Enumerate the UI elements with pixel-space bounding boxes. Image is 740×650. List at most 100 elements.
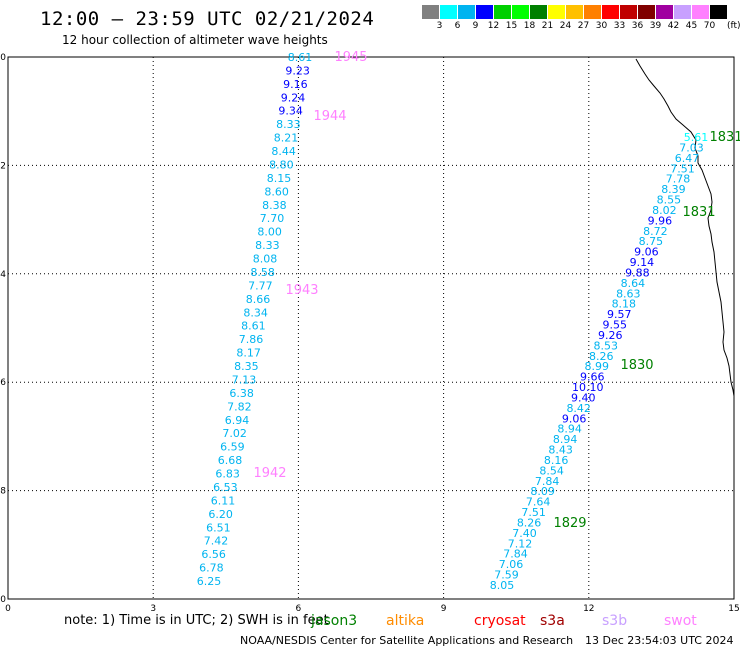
colorbar-label: 3 <box>436 21 443 31</box>
swh-value: 8.38 <box>262 199 287 212</box>
swh-value: 8.18 <box>612 298 637 311</box>
colorbar-swatch <box>476 5 493 19</box>
swh-value: 8.54 <box>539 464 564 477</box>
swh-value: 7.86 <box>239 333 264 346</box>
footer-note: note: 1) Time is in UTC; 2) SWH is in fe… <box>64 613 329 628</box>
swh-value: 8.66 <box>246 293 271 306</box>
swh-value: 7.42 <box>204 535 229 548</box>
swh-value: 7.84 <box>503 548 528 561</box>
colorbar-swatch <box>458 5 475 19</box>
satellite-legend-item: cryosat <box>474 613 526 629</box>
track-time-label: 1831 <box>709 130 740 145</box>
colorbar-label: 36 <box>631 21 644 31</box>
lat-tick-label: -20 <box>0 53 6 63</box>
swh-value: 8.72 <box>643 225 668 238</box>
colorbar-label: 9 <box>472 21 479 31</box>
colorbar-label: 42 <box>667 21 680 31</box>
colorbar-swatch <box>638 5 655 19</box>
credit-text: NOAA/NESDIS Center for Satellite Applica… <box>240 634 574 647</box>
colorbar-swatch <box>602 5 619 19</box>
colorbar-swatch <box>620 5 637 19</box>
swh-value: 9.55 <box>603 319 628 332</box>
track-time-label: 1944 <box>313 109 346 124</box>
swh-value: 6.20 <box>208 508 233 521</box>
swh-value: 9.14 <box>630 256 655 269</box>
colorbar-label: 24 <box>559 21 572 31</box>
swh-value: 9.16 <box>283 78 308 91</box>
colorbar-swatch <box>584 5 601 19</box>
colorbar-swatch <box>494 5 511 19</box>
swh-value: 8.61 <box>288 51 313 64</box>
swh-value: 9.24 <box>281 91 306 104</box>
swh-value: 6.53 <box>213 481 238 494</box>
axis-ticks: 0 3 6 9 12 15 -20 -22 -24 -26 -28 -30 <box>0 53 740 614</box>
swh-value: 9.96 <box>648 214 673 227</box>
swh-value: 6.68 <box>218 454 243 467</box>
colorbar-label: 70 <box>703 21 716 31</box>
swh-value: 6.47 <box>675 152 700 165</box>
colorbar-label: 27 <box>577 21 590 31</box>
lat-tick-label: -28 <box>0 487 6 497</box>
lat-tick-label: -24 <box>0 270 6 280</box>
swh-value: 9.26 <box>598 329 623 342</box>
swh-value: 8.26 <box>517 516 542 529</box>
coastline <box>635 58 735 397</box>
swh-value: 9.40 <box>571 391 596 404</box>
lon-tick-label: 0 <box>5 604 11 614</box>
swh-value: 8.42 <box>566 402 591 415</box>
swh-value: 9.66 <box>580 371 605 384</box>
swh-value: 8.64 <box>621 277 646 290</box>
colorbar-swatch <box>530 5 547 19</box>
swh-value: 8.05 <box>490 579 515 592</box>
satellite-legend-item: s3a <box>540 613 565 629</box>
lon-tick-label: 15 <box>728 604 739 614</box>
colorbar-label: 21 <box>541 21 554 31</box>
swh-value: 9.23 <box>285 64 310 77</box>
lat-tick-label: -30 <box>0 595 6 605</box>
swh-value: 8.39 <box>661 183 686 196</box>
track-time-label: 1943 <box>285 283 318 298</box>
swh-value: 9.57 <box>607 308 632 321</box>
lat-tick-label: -22 <box>0 161 6 171</box>
swh-value: 7.13 <box>232 373 257 386</box>
colorbar-label: 45 <box>685 21 698 31</box>
swh-value: 7.64 <box>526 496 551 509</box>
track-left: 8.619.239.169.249.348.338.218.448.808.15… <box>197 50 368 588</box>
swh-value: 8.94 <box>557 423 582 436</box>
swh-value: 7.84 <box>535 475 560 488</box>
map-title: 12:00 – 23:59 UTC 02/21/2024 <box>40 8 375 30</box>
track-time-label: 1831 <box>682 205 715 220</box>
map-grid <box>8 57 734 599</box>
swh-value: 7.40 <box>512 527 537 540</box>
swh-value: 8.55 <box>657 194 682 207</box>
swh-value: 8.63 <box>616 287 641 300</box>
swh-value: 9.88 <box>625 266 650 279</box>
track-time-label: 1945 <box>334 50 367 65</box>
swh-value: 6.83 <box>215 468 240 481</box>
colorbar-label: 6 <box>454 21 461 31</box>
lon-tick-label: 6 <box>296 604 302 614</box>
colorbar-swatch <box>692 5 709 19</box>
swh-value: 6.38 <box>229 387 254 400</box>
track-time-label: 1830 <box>620 358 653 373</box>
swh-value: 8.58 <box>250 266 275 279</box>
swh-value: 8.21 <box>274 132 299 145</box>
track-time-label: 1942 <box>253 466 286 481</box>
satellite-legend-item: s3b <box>602 613 628 629</box>
swh-value: 7.77 <box>248 279 273 292</box>
colorbar-unit: (ft) <box>727 21 740 31</box>
track-time-label: 1829 <box>553 516 586 531</box>
swh-value: 10.10 <box>572 381 604 394</box>
swh-value: 9.06 <box>562 412 587 425</box>
swh-value: 9.06 <box>634 246 659 259</box>
colorbar-label: 33 <box>613 21 626 31</box>
swh-value: 8.08 <box>253 253 278 266</box>
timestamp: 13 Dec 23:54:03 UTC 2024 <box>585 634 734 647</box>
swh-value: 7.12 <box>508 537 533 550</box>
colorbar-swatch <box>512 5 529 19</box>
colorbar-label: 12 <box>487 21 500 31</box>
swh-value: 7.51 <box>521 506 546 519</box>
swh-value: 8.61 <box>241 320 266 333</box>
swh-value: 7.78 <box>666 173 691 186</box>
